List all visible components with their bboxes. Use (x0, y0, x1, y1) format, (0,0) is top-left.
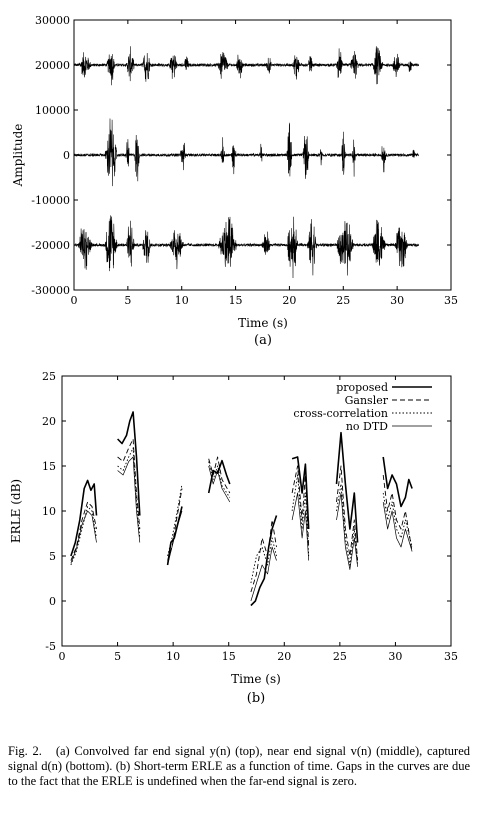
y-tick-label: 10 (42, 505, 56, 518)
series-no-DTD-segment (208, 465, 231, 503)
series-cross-correlation-segment (70, 506, 97, 566)
caption-text: (a) Convolved far end signal y(n) (top),… (8, 744, 470, 788)
series-cross-correlation-segment (117, 447, 141, 539)
y-tick-label: -30000 (31, 284, 70, 297)
series-proposed-segment (70, 479, 98, 557)
y-tick-label: 15 (42, 460, 56, 473)
figure-caption: Fig. 2. (a) Convolved far end signal y(n… (8, 744, 470, 789)
x-tick-label: 5 (124, 294, 131, 307)
legend-label-2: cross-correlation (293, 407, 388, 420)
series-proposed-segment (291, 456, 310, 530)
x-tick-label: 35 (444, 650, 458, 663)
legend-label-1: Gansler (345, 394, 389, 407)
legend-label-0: proposed (336, 381, 388, 394)
x-tick-label: 25 (333, 650, 347, 663)
y-tick-label: 20 (42, 415, 56, 428)
series-proposed-segment (382, 456, 413, 508)
x-tick-label: 10 (166, 650, 180, 663)
y-tick-label: 0 (49, 595, 56, 608)
series-no-DTD-segment (70, 510, 97, 564)
series-no-DTD-segment (336, 492, 358, 570)
signal-trace-1 (73, 118, 419, 187)
x-tick-label: 15 (229, 294, 243, 307)
figure: 0 5 10 15 20 25 30 35 -30000 -20000 -10000 0 10000 20… (9, 14, 458, 706)
series-Gansler-segment (208, 456, 231, 494)
x-tick-label: 30 (388, 650, 402, 663)
signal-trace-2 (73, 215, 419, 279)
series-Gansler-segment (167, 488, 183, 561)
series-no-DTD-segment (117, 456, 141, 543)
x-tick-label: 15 (222, 650, 236, 663)
x-tick-label: 20 (282, 294, 296, 307)
x-tick-label: 0 (71, 294, 78, 307)
series-cross-correlation-segment (167, 483, 183, 557)
series-proposed-segment (207, 459, 231, 494)
series-no-DTD-segment (382, 501, 413, 552)
panel-a-ylabel: Amplitude (11, 124, 25, 188)
x-tick-label: 5 (114, 650, 121, 663)
x-tick-label: 25 (336, 294, 350, 307)
series-Gansler-segment (70, 501, 97, 561)
series-proposed-segment (250, 515, 278, 607)
series-cross-correlation-segment (336, 483, 359, 566)
x-tick-label: 0 (59, 650, 66, 663)
panel-b-ylabel: ERLE (dB) (9, 479, 23, 543)
series-cross-correlation-segment (208, 461, 231, 498)
series-cross-correlation-segment (382, 492, 413, 548)
y-tick-label: 25 (42, 370, 56, 383)
series-proposed-segment (117, 411, 141, 516)
x-tick-label: 35 (444, 294, 458, 307)
y-tick-label: 0 (63, 149, 70, 162)
x-tick-label: 20 (277, 650, 291, 663)
y-tick-label: 5 (49, 550, 56, 563)
series-cross-correlation-segment (250, 537, 277, 584)
series-cross-correlation-segment (291, 474, 310, 557)
series-no-DTD-segment (167, 510, 183, 566)
panel-a-chart: 0 5 10 15 20 25 30 35 -30000 -20000 -10000 0 10000 20… (11, 14, 458, 348)
y-tick-label: 30000 (35, 14, 70, 27)
series-Gansler-segment (250, 519, 277, 593)
y-tick-label: -10000 (31, 194, 70, 207)
y-tick-label: -5 (45, 640, 56, 653)
panel-b-xlabel: Time (s) (231, 672, 281, 686)
caption-label: Fig. 2. (8, 744, 42, 758)
y-tick-label: 10000 (35, 104, 70, 117)
signal-trace-0 (73, 46, 419, 86)
panel-b-series (70, 411, 413, 607)
x-tick-label: 30 (390, 294, 404, 307)
series-Gansler-segment (117, 438, 141, 530)
panel-a-traces (73, 46, 419, 279)
legend-label-3: no DTD (346, 420, 388, 433)
y-tick-label: -20000 (31, 239, 70, 252)
panel-a-sublabel: (a) (254, 333, 272, 348)
panel-b-sublabel: (b) (247, 691, 265, 706)
series-no-DTD-segment (250, 546, 277, 602)
y-tick-label: 20000 (35, 59, 70, 72)
series-Gansler-segment (336, 465, 359, 561)
series-proposed-segment (335, 431, 359, 543)
series-Gansler-segment (382, 474, 413, 552)
series-Gansler-segment (291, 465, 310, 548)
panel-b-frame (61, 375, 452, 647)
panel-a-xlabel: Time (s) (238, 316, 288, 330)
x-tick-label: 10 (175, 294, 189, 307)
series-no-DTD-segment (291, 492, 310, 561)
